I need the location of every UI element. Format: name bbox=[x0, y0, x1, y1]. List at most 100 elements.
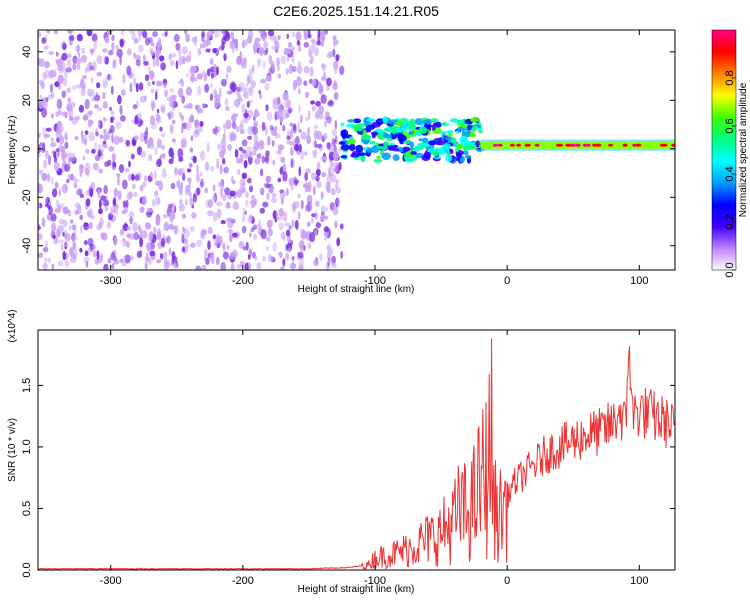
spectrogram-cell bbox=[355, 144, 364, 153]
spectrogram-cell bbox=[305, 117, 309, 122]
spectrogram-cell bbox=[265, 183, 272, 188]
spectrogram-cell bbox=[217, 143, 221, 150]
spectrogram-y-label: Frequency (Hz) bbox=[7, 116, 18, 185]
x-tick-label: 0 bbox=[504, 275, 510, 287]
spectrogram-cell bbox=[170, 225, 176, 230]
spectrogram-cell bbox=[263, 49, 268, 56]
spectrogram-cell bbox=[309, 58, 313, 64]
spectrogram-cell bbox=[423, 152, 432, 157]
y-tick-label: 1.5 bbox=[21, 378, 33, 393]
spectrogram-cell bbox=[277, 109, 283, 120]
spectrogram-cell bbox=[303, 80, 308, 86]
spectrogram-cell bbox=[280, 55, 286, 65]
spectrogram-cell bbox=[76, 204, 82, 215]
spectrogram-cell bbox=[108, 257, 112, 262]
spectrogram-cell bbox=[565, 143, 571, 147]
spectrogram-cell bbox=[315, 168, 321, 177]
spectrogram-cell bbox=[84, 98, 90, 110]
spectrogram-cell bbox=[376, 145, 383, 149]
spectrogram-cell bbox=[596, 143, 602, 147]
spectrogram-cell bbox=[200, 150, 205, 161]
spectrogram-cell bbox=[216, 208, 222, 219]
spectrogram-cell bbox=[189, 198, 194, 207]
spectrogram-cell bbox=[41, 142, 46, 152]
spectrogram-cell bbox=[131, 183, 136, 190]
spectrogram-cell bbox=[156, 158, 162, 168]
snr-x-ticks: -300 -200 -100 0 100 bbox=[100, 330, 648, 587]
spectrogram-cell bbox=[156, 108, 160, 114]
spectrogram-cell bbox=[145, 222, 152, 230]
snr-panel: -300 -200 -100 0 100 0.0 0.5 1.0 1.5 Height of … bbox=[7, 309, 676, 595]
spectrogram-cell bbox=[181, 95, 186, 104]
spectrogram-cell bbox=[328, 172, 332, 177]
spectrogram-cell bbox=[247, 76, 251, 84]
spectrogram-cell bbox=[83, 222, 89, 227]
spectrogram-cell bbox=[204, 248, 208, 256]
spectrogram-cell bbox=[315, 222, 322, 229]
x-tick-label: 100 bbox=[630, 575, 648, 587]
spectrogram-cell bbox=[280, 156, 286, 164]
spectrogram-cell bbox=[297, 251, 304, 259]
spectrogram-cell bbox=[245, 38, 248, 47]
spectrogram-cell bbox=[53, 30, 59, 35]
spectrogram-cell bbox=[310, 100, 315, 105]
spectrogram-cell bbox=[140, 150, 147, 158]
spectrogram-cell bbox=[47, 257, 52, 264]
snr-background bbox=[38, 330, 675, 570]
spectrogram-cell bbox=[194, 119, 200, 129]
spectrogram-cell bbox=[455, 130, 461, 134]
spectrogram-cell bbox=[296, 193, 302, 199]
spectrogram-cell bbox=[119, 258, 124, 263]
spectrogram-cell bbox=[154, 91, 158, 101]
spectrogram-cell bbox=[79, 247, 83, 253]
spectrogram-cell bbox=[242, 207, 247, 218]
spectrogram-cell bbox=[103, 128, 107, 135]
y-tick-label: 40 bbox=[21, 46, 33, 58]
spectrogram-cell bbox=[267, 227, 273, 237]
spectrogram-cell bbox=[391, 130, 397, 135]
spectrogram-cell bbox=[314, 211, 319, 221]
spectrogram-cell bbox=[206, 142, 210, 153]
snr-y-label: SNR (10 * v/v) bbox=[7, 418, 18, 482]
spectrogram-cell bbox=[92, 162, 99, 171]
spectrogram-cell bbox=[181, 46, 189, 55]
spectrogram-cell bbox=[126, 233, 131, 239]
spectrogram-cell bbox=[85, 261, 89, 268]
spectrogram-cell bbox=[66, 179, 69, 184]
spectrogram-cell bbox=[326, 244, 332, 252]
spectrogram-cell bbox=[266, 246, 269, 251]
spectrogram-cell bbox=[443, 148, 450, 152]
colorbar-label: Normalized spectral amplitude bbox=[738, 82, 749, 217]
spectrogram-cell bbox=[115, 121, 122, 129]
spectrogram-cell bbox=[177, 48, 182, 57]
spectrogram-cell bbox=[331, 129, 338, 137]
spectrogram-cell bbox=[207, 210, 214, 217]
spectrogram-cell bbox=[224, 98, 229, 107]
spectrogram-cell bbox=[336, 237, 341, 247]
spectrogram-cell bbox=[149, 115, 156, 126]
spectrogram-cell bbox=[196, 173, 200, 183]
colorbar-gradient bbox=[712, 30, 736, 270]
spectrogram-cell bbox=[64, 141, 69, 150]
spectrogram-cell bbox=[111, 34, 115, 42]
spectrogram-cell bbox=[71, 117, 78, 125]
spectrogram-cell bbox=[265, 150, 270, 157]
spectrogram-cell bbox=[315, 109, 321, 119]
colorbar-frame bbox=[711, 29, 737, 271]
spectrogram-cell bbox=[219, 164, 223, 175]
spectrogram-cell bbox=[113, 236, 118, 246]
spectrogram-cell bbox=[222, 35, 228, 41]
spectrogram-cell bbox=[57, 204, 61, 214]
spectrogram-cell bbox=[306, 194, 313, 205]
spectrogram-cell bbox=[230, 31, 234, 40]
spectrogram-cell bbox=[229, 82, 235, 91]
spectrogram-cell bbox=[277, 216, 283, 221]
spectrogram-cell bbox=[84, 66, 88, 74]
spectrogram-cell bbox=[326, 115, 332, 124]
spectrogram-cell bbox=[212, 184, 216, 192]
spectrogram-cell bbox=[304, 204, 311, 212]
spectrogram-cell bbox=[181, 55, 186, 65]
spectrogram-cell bbox=[313, 185, 316, 196]
spectrogram-cell bbox=[447, 133, 453, 137]
spectrogram-cell bbox=[282, 124, 286, 132]
